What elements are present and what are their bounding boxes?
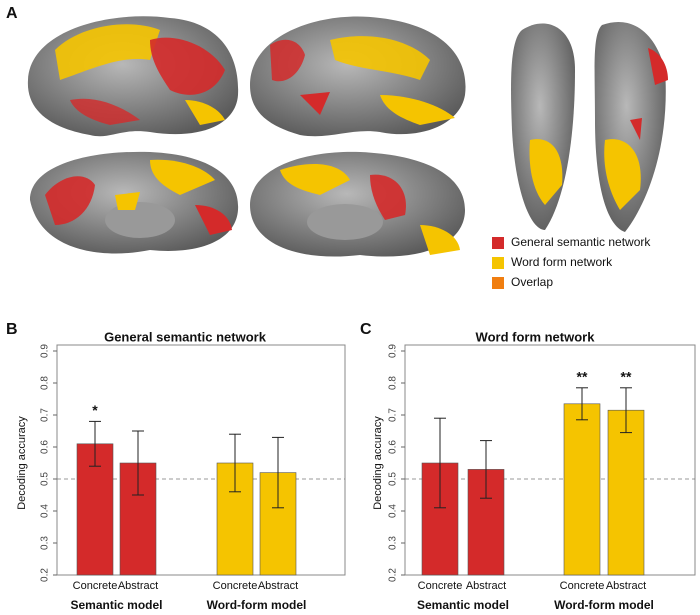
- x-tick-label: Concrete: [213, 580, 258, 592]
- y-tick-label: 0.2: [40, 568, 51, 582]
- y-tick-label: 0.7: [40, 408, 51, 422]
- legend-swatch: [492, 237, 504, 249]
- y-tick-label: 0.6: [388, 440, 399, 454]
- significance: **: [621, 369, 632, 385]
- chart-title: General semantic network: [104, 329, 267, 344]
- y-axis-label: Decoding accuracy: [372, 416, 384, 510]
- legend-swatch: [492, 277, 504, 289]
- panel-label: B: [6, 321, 18, 338]
- panel-label: C: [360, 321, 372, 338]
- group-label: Word-form model: [207, 598, 307, 612]
- x-tick-label: Abstract: [118, 580, 158, 592]
- brain-medial-right: [250, 151, 465, 257]
- y-axis-label: Decoding accuracy: [16, 416, 28, 510]
- y-tick-label: 0.8: [388, 376, 399, 390]
- x-tick-label: Abstract: [606, 580, 646, 592]
- panel-label: A: [6, 5, 18, 22]
- x-tick-label: Concrete: [560, 580, 605, 592]
- bar: [563, 403, 601, 576]
- y-tick-label: 0.2: [388, 568, 399, 582]
- legend-label: Word form network: [511, 255, 613, 269]
- y-tick-label: 0.6: [40, 440, 51, 454]
- legend-label: Overlap: [511, 275, 553, 289]
- y-tick-label: 0.7: [388, 408, 399, 422]
- y-tick-label: 0.4: [388, 504, 399, 518]
- y-tick-label: 0.4: [40, 504, 51, 518]
- x-tick-label: Concrete: [418, 580, 463, 592]
- legend: General semantic network Word form networ…: [492, 235, 651, 289]
- legend-label: General semantic network: [511, 235, 651, 249]
- legend-swatch: [492, 257, 504, 269]
- x-tick-label: Abstract: [466, 580, 506, 592]
- brain-lateral-right: [250, 16, 466, 137]
- y-tick-label: 0.9: [40, 344, 51, 358]
- brain-ventral: [511, 22, 668, 232]
- group-label: Semantic model: [417, 598, 509, 612]
- significance: **: [577, 369, 588, 385]
- chart-title: Word form network: [476, 329, 596, 344]
- y-tick-label: 0.9: [388, 344, 399, 358]
- plot-frame: [56, 344, 346, 576]
- y-tick-label: 0.3: [388, 536, 399, 550]
- group-label: Word-form model: [554, 598, 654, 612]
- y-tick-label: 0.3: [40, 536, 51, 550]
- plot-frame: [404, 344, 696, 576]
- brain-lateral-left: [27, 16, 239, 137]
- y-tick-label: 0.5: [40, 472, 51, 486]
- x-tick-label: Abstract: [258, 580, 298, 592]
- bar: [216, 462, 254, 576]
- bar: [607, 409, 645, 576]
- significance: *: [92, 402, 98, 418]
- y-tick-label: 0.8: [40, 376, 51, 390]
- x-tick-label: Concrete: [73, 580, 118, 592]
- group-label: Semantic model: [70, 598, 162, 612]
- y-tick-label: 0.5: [388, 472, 399, 486]
- brain-medial-left: [30, 151, 239, 254]
